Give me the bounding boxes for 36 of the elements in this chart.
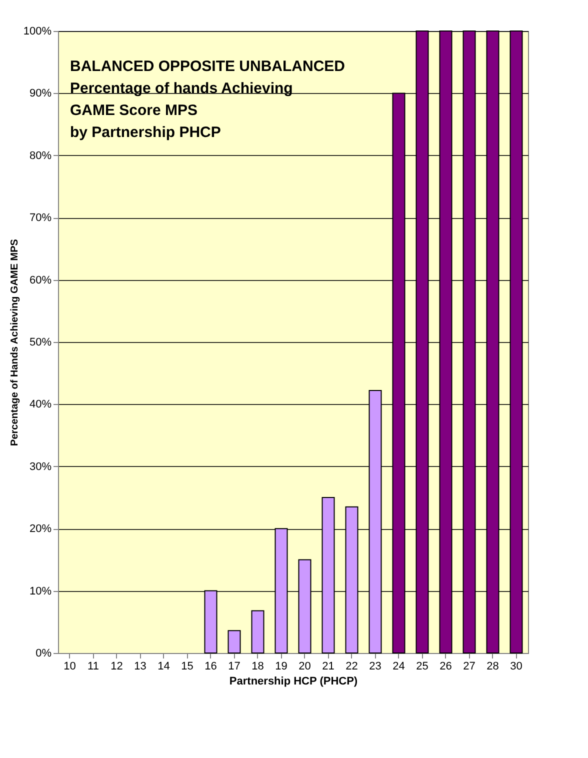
- y-tick-label: 20%: [29, 523, 52, 536]
- y-axis-title: Percentage of Hands Achieving GAME MPS: [9, 238, 20, 446]
- x-tick-label: 26: [440, 660, 452, 672]
- x-tick-label: 24: [392, 660, 405, 672]
- y-tick-label: 70%: [29, 212, 52, 224]
- x-tick-label: 28: [486, 660, 499, 672]
- bar: [251, 610, 264, 654]
- x-tick-label: 25: [416, 660, 428, 672]
- y-tick-label: 0%: [36, 648, 52, 660]
- x-tick-label: 10: [64, 660, 76, 672]
- x-tick-label: 21: [322, 660, 334, 672]
- y-tick-label: 90%: [29, 88, 52, 100]
- y-tick-label: 50%: [29, 336, 52, 348]
- y-tick-label: 100%: [23, 26, 52, 38]
- x-tick-label: 20: [298, 660, 311, 672]
- y-tick-label: 40%: [29, 398, 52, 411]
- x-tick-label: 15: [181, 660, 194, 672]
- x-tick-label: 17: [228, 660, 240, 672]
- x-tick-label: 27: [463, 660, 476, 672]
- x-tick-label: 13: [134, 660, 146, 672]
- x-tick-label: 19: [275, 660, 288, 672]
- x-tick-label: 30: [510, 660, 522, 672]
- x-tick-label: 22: [346, 660, 358, 672]
- y-tick-label: 10%: [29, 585, 52, 598]
- x-tick-label: 16: [204, 660, 217, 672]
- x-tick-label: 23: [369, 660, 382, 672]
- y-tick-label: 80%: [29, 150, 52, 162]
- bar: [228, 630, 241, 654]
- x-axis-title: Partnership HCP (PHCP): [229, 676, 358, 688]
- x-tick-label: 12: [110, 660, 123, 672]
- x-tick-label: 14: [158, 660, 170, 672]
- y-tick-label: 30%: [29, 460, 52, 473]
- text: BALANCED OPPOSITE UNBALANCED Percentage of hands Achieving GAME Score MPS by Partnership PHCP: [70, 58, 346, 141]
- y-tick-label: 60%: [29, 274, 52, 286]
- x-tick-label: 18: [252, 660, 264, 672]
- x-tick-label: 11: [88, 660, 99, 672]
